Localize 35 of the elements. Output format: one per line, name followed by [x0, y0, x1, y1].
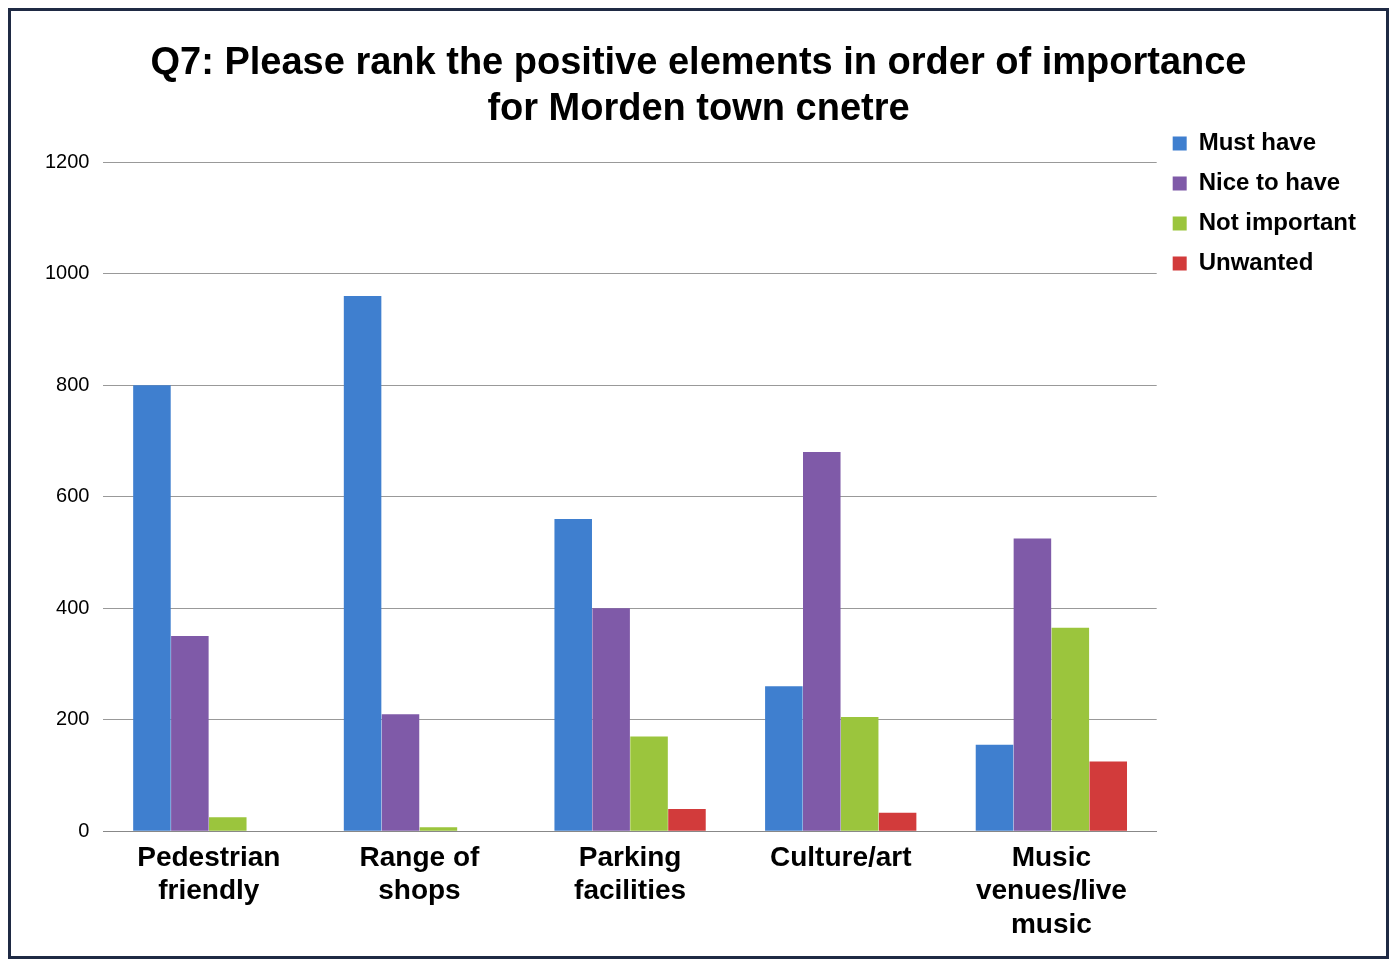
x-tick-label: Parking facilities — [574, 840, 687, 906]
bar — [171, 636, 209, 831]
x-tick-label: Pedestrian friendly — [137, 840, 281, 906]
bar — [668, 808, 706, 831]
chart-title: Q7: Please rank the positive elements in order of importance for Morden town cnetre — [150, 40, 1247, 128]
y-tick-label: 0 — [78, 818, 90, 841]
bar — [381, 714, 420, 831]
bar — [554, 519, 592, 831]
legend-label: Must have — [1198, 128, 1317, 156]
bar — [975, 744, 1014, 831]
legend-label: Not important — [1198, 208, 1357, 236]
bar — [878, 812, 917, 831]
bar — [592, 608, 630, 831]
y-tick-label: 800 — [56, 372, 90, 395]
bar — [630, 736, 668, 831]
bar — [840, 716, 879, 831]
bar — [1013, 538, 1052, 831]
y-tick-label: 600 — [56, 484, 90, 507]
bar — [419, 827, 458, 831]
y-tick-label: 400 — [56, 595, 90, 618]
legend-label: Nice to have — [1198, 168, 1341, 196]
y-tick-label: 200 — [56, 707, 90, 730]
bar — [803, 452, 841, 831]
y-tick-label: 1200 — [44, 149, 90, 172]
x-tick-label: Range of shops — [359, 840, 481, 906]
bar — [1051, 627, 1090, 831]
y-tick-label: 1000 — [44, 261, 90, 284]
bar — [209, 817, 247, 831]
x-tick-label: Culture/art — [769, 840, 912, 872]
bar — [765, 686, 803, 831]
bar — [343, 296, 382, 831]
legend-label: Unwanted — [1198, 248, 1314, 276]
bar — [1089, 761, 1128, 831]
x-tick-label: Music venues/live music — [975, 840, 1127, 939]
bar — [133, 385, 171, 831]
